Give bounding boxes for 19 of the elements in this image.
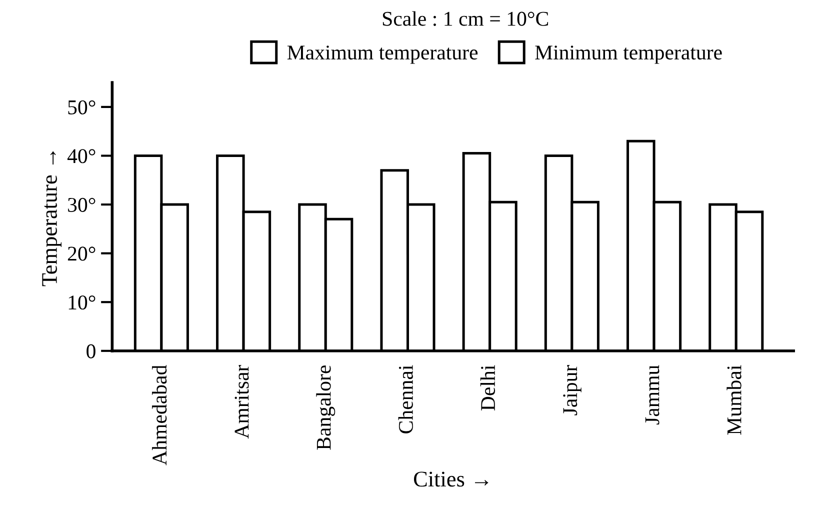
x-tick-label: Chennai	[398, 365, 413, 434]
x-tick-label: Bangalore	[316, 365, 336, 450]
y-tick-label: 30°	[68, 198, 96, 212]
x-tick-label: Jammu	[645, 365, 660, 425]
chart-title: Scale : 1 cm = 10°C	[382, 11, 548, 26]
x-tick-label: Jaipur	[563, 364, 582, 416]
x-axis-title: Cities →	[414, 472, 488, 487]
y-tick-label: 40°	[67, 149, 96, 164]
y-axis-title: Temperature →	[42, 151, 62, 286]
legend-label: Maximum temperature	[287, 46, 478, 64]
legend-label: Minimum temperature	[535, 46, 722, 64]
x-tick-label: Mumbai	[726, 365, 742, 435]
y-tick-label: 10°	[68, 295, 96, 310]
x-tick-label: Delhi	[480, 365, 496, 410]
y-tick-label: 50°	[68, 100, 96, 114]
x-tick-label: Amritsar	[234, 364, 249, 439]
y-tick-label: 0	[86, 344, 96, 358]
x-tick-label: Ahmedabad	[152, 365, 167, 466]
y-tick-label: 20°	[68, 246, 96, 261]
